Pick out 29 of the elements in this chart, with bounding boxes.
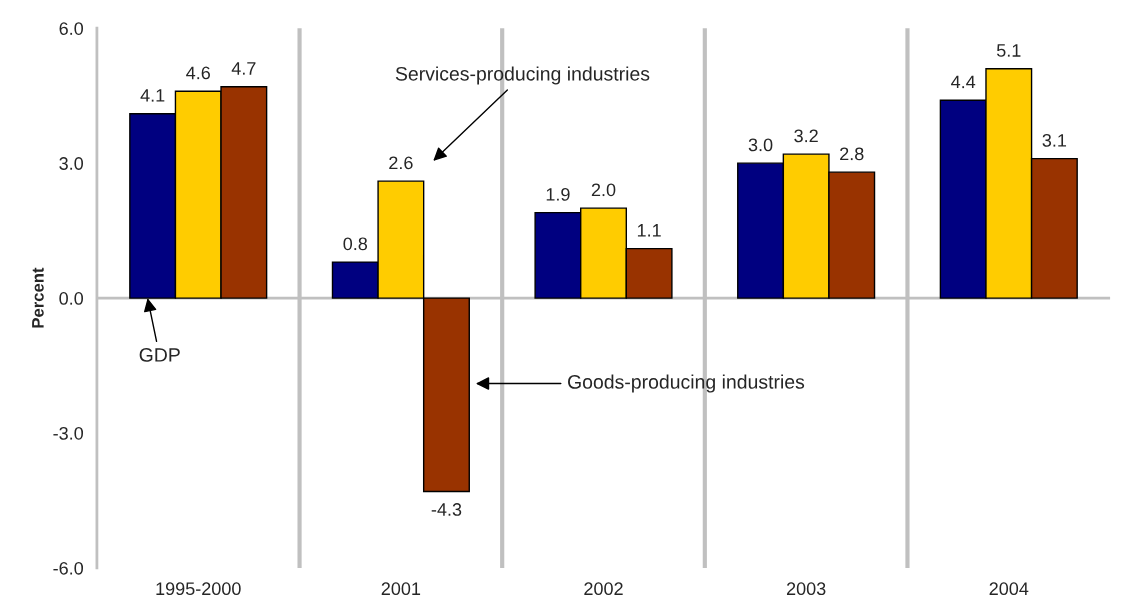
data-label: -4.3 — [431, 503, 462, 516]
x-tick-label: 2004 — [989, 582, 1029, 596]
data-label: 1.9 — [546, 187, 570, 201]
data-label: 5.1 — [996, 44, 1021, 57]
data-label: 4.4 — [951, 75, 976, 89]
data-label: 0.8 — [343, 237, 368, 251]
data-label: 2.6 — [389, 156, 413, 170]
annotation: Services-producing industries — [395, 66, 650, 85]
data-label: 1.1 — [637, 224, 661, 237]
y-tick-label: -3.0 — [53, 426, 84, 440]
x-tick-label: 2002 — [584, 582, 623, 596]
y-tick-label: -6.0 — [53, 561, 84, 575]
y-tick-label: 3.0 — [59, 157, 84, 170]
data-label: 3.2 — [794, 129, 818, 143]
data-label: 4.1 — [140, 89, 165, 102]
y-tick-label: 6.0 — [59, 22, 84, 35]
annotation: Goods-producing industries — [568, 374, 805, 393]
data-label: 4.7 — [231, 62, 256, 75]
data-label: 4.6 — [186, 66, 210, 80]
data-label: 3.0 — [748, 138, 773, 152]
x-tick-label: 2001 — [381, 582, 421, 596]
x-tick-label: 1995-2000 — [156, 582, 241, 596]
annotation: GDP — [139, 348, 180, 362]
data-label: 2.8 — [840, 147, 864, 161]
y-tick-label: 0.0 — [59, 292, 84, 305]
data-label: 2.0 — [591, 183, 616, 197]
x-tick-label: 2003 — [786, 582, 826, 596]
y-axis-title: Percent — [32, 267, 44, 328]
data-label: 3.1 — [1042, 133, 1067, 147]
